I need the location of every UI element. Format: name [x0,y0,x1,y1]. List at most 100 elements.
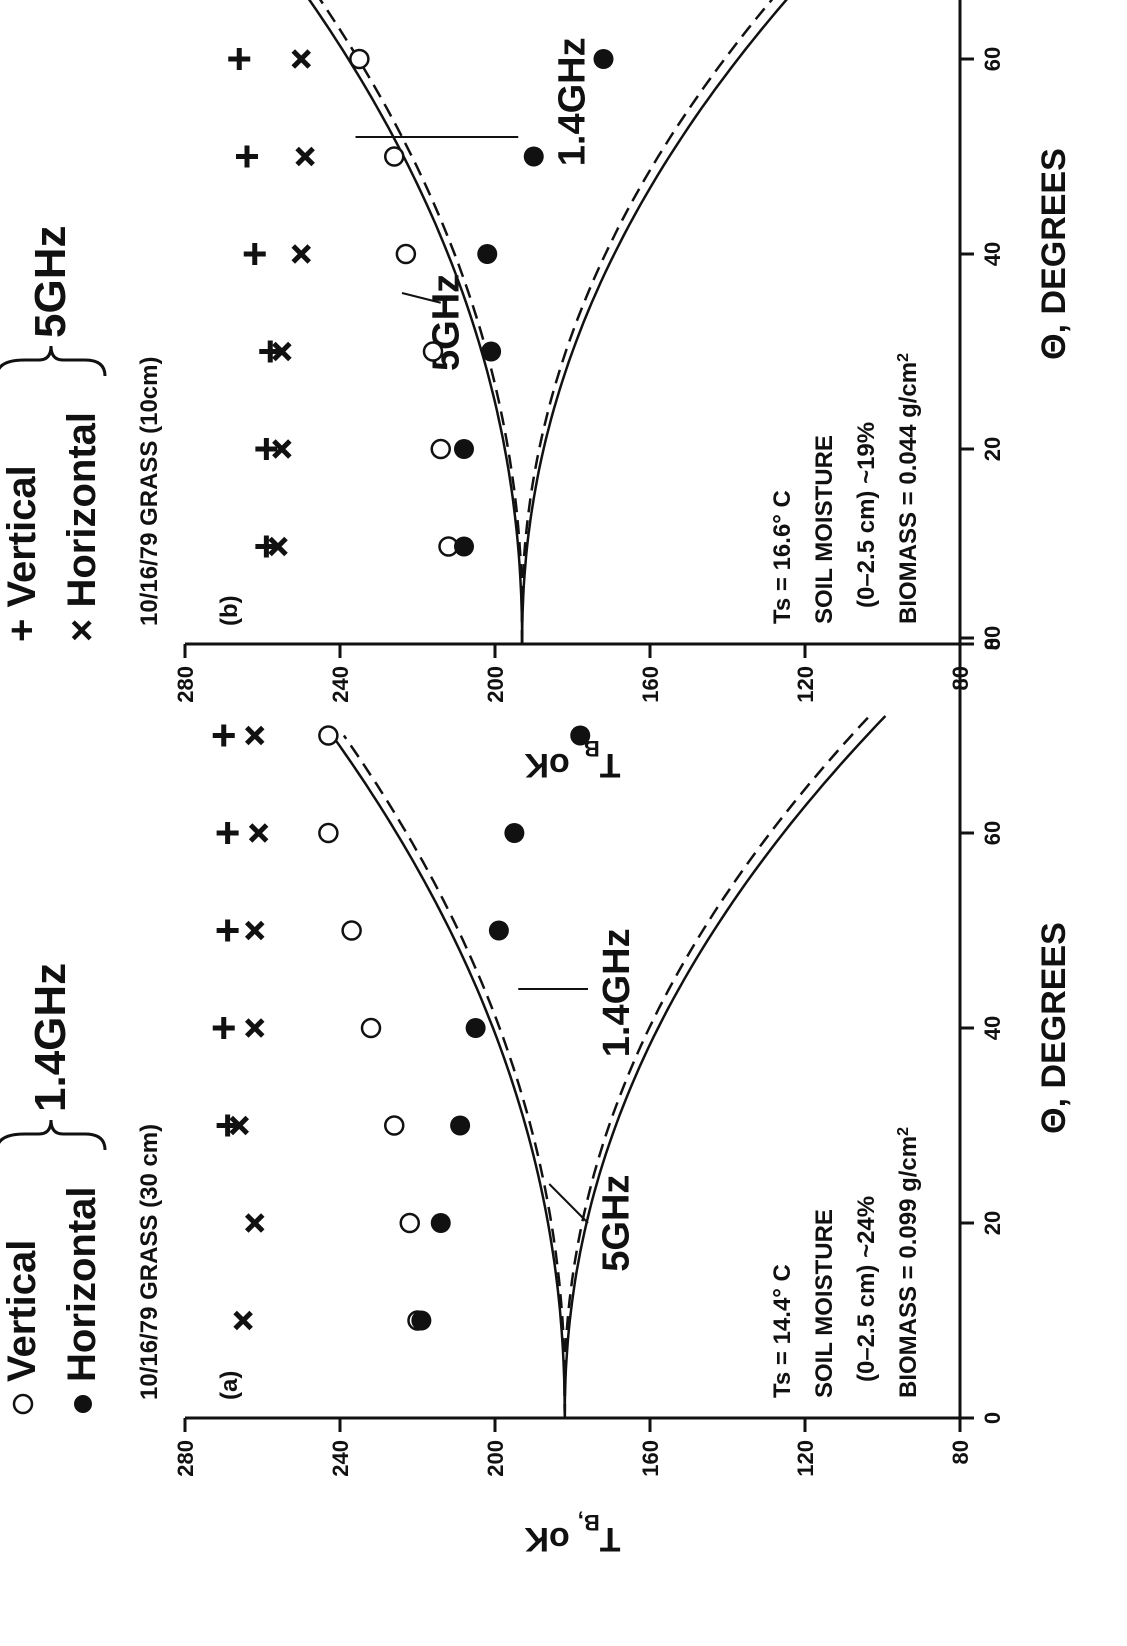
data-point-cross [244,1213,265,1233]
curve-label-1-4ghz: 1.4GHz [551,37,593,166]
x-tick-label: 40 [980,242,1005,266]
y-axis-title: TB, oK [524,737,621,785]
y-tick-label: 160 [638,666,663,703]
annotation-biomass-part: 2 [895,353,912,362]
annotation-biomass: BIOMASS = 0.099 g/cm2 [895,1127,923,1398]
data-point-plus [216,1114,239,1137]
y-tick-label: 160 [638,1440,663,1477]
legend-entry-horizontal: Horizontal [60,1186,104,1382]
x-tick-label: 80 [980,626,1005,650]
data-point-open-circle [318,822,339,844]
x-tick-label: 60 [980,47,1005,71]
legend-frequency: 1.4GHz [26,963,75,1112]
curve-label-5ghz: 5GHz [595,1175,637,1272]
legend-entry-horizontal: × Horizontal [60,412,104,642]
data-point-filled-circle [570,725,591,746]
y-axis-title-unit: oK [524,746,570,784]
data-point-cross [295,146,315,167]
data-point-cross [244,725,265,746]
annotation-soil-value: (0–2.5 cm) ~24% [853,1196,880,1382]
y-axis-title-main: T [600,1520,621,1558]
legend-entry-vertical: Vertical [0,1240,44,1382]
data-point-cross [229,1115,250,1136]
data-point-open-circle [360,1017,382,1039]
annotation-biomass-part: BIOMASS = 0.044 g/cm [895,362,922,624]
data-point-filled-circle [411,1310,432,1331]
data-point-cross [233,1310,253,1331]
y-axis-title: TB, oK [524,1511,621,1559]
annotation-biomass: BIOMASS = 0.044 g/cm2 [895,353,923,624]
annotation-soil-label: SOIL MOISTURE [811,1209,838,1398]
data-point-filled-circle [481,341,502,362]
x-tick-label: 60 [980,821,1005,845]
panel-title: 10/16/79 GRASS (10cm) [136,357,163,626]
data-point-filled-circle [430,1213,451,1233]
legend-entry-vertical: + Vertical [0,465,44,642]
model-curve-vertical-5ghz [342,734,567,1419]
legend-brace [0,1119,107,1151]
data-point-filled-circle [504,823,525,843]
data-point-filled-circle [454,536,474,557]
data-point-cross [248,823,269,843]
data-point-filled-circle [523,146,544,167]
annotation-soil-label: SOIL MOISTURE [811,435,838,624]
y-tick-label: 200 [483,666,508,703]
chart-panel-b: 80 120 160 200 240 280 0 20 40 60 80 Θ, DEGREES TB, o… [0,0,1073,784]
data-point-open-circle [430,438,451,460]
y-tick-label: 240 [328,1440,353,1477]
data-point-open-circle [422,341,444,362]
data-point-filled-circle [450,1115,471,1136]
curve-label-1-4ghz: 1.4GHz [596,928,638,1057]
y-tick-label: 120 [793,666,818,703]
x-axis-title: Θ, DEGREES [1035,148,1073,360]
legend-frequency: 5GHz [26,226,75,338]
annotation-biomass-part: 2 [895,1127,912,1136]
y-tick-label: 80 [948,1440,973,1464]
data-point-cross [272,341,292,362]
data-point-cross [291,244,312,264]
data-point-plus [236,145,258,168]
data-point-plus [228,48,251,70]
legend-brace [0,345,107,377]
data-point-cross [291,49,312,69]
x-tick-label: 40 [980,1016,1005,1040]
model-curve-vertical-1-4ghz [280,0,524,644]
data-point-filled-circle [465,1018,486,1038]
panel-title: 10/16/79 GRASS (30 cm) [136,1124,163,1400]
annotation-biomass-part: BIOMASS = 0.099 g/cm [895,1136,922,1398]
data-point-plus [255,438,278,460]
annotation-soil-value: (0–2.5 cm) ~19% [853,422,880,608]
data-point-cross [268,536,288,557]
y-tick-label: 120 [793,1440,818,1477]
legend-marker-open-circle [12,1393,34,1415]
y-tick-label: 280 [173,666,198,703]
data-point-open-circle [318,725,339,746]
data-point-open-circle [384,1115,405,1136]
x-tick-label: 20 [980,1211,1005,1235]
data-point-plus [243,243,266,265]
data-point-plus [212,724,235,747]
data-point-plus [212,1017,235,1039]
y-axis-title-main: T [600,746,621,784]
legend-marker-filled-circle [74,1395,92,1413]
data-point-cross [244,920,265,941]
data-point-filled-circle [477,244,498,264]
x-tick-label: 0 [980,638,1005,650]
model-curve-horizontal-5ghz [563,715,871,1419]
panel-label: (a) [216,1371,243,1400]
data-point-cross [244,1018,265,1038]
y-tick-label: 280 [173,1440,198,1477]
model-curve-horizontal-1-4ghz [520,0,840,645]
model-curve-horizontal-1-4ghz [563,715,887,1418]
data-point-open-circle [349,48,370,70]
data-point-plus [216,822,239,844]
x-tick-label: 0 [980,1412,1005,1424]
curve-leader-5ghz [401,292,441,304]
data-point-plus [259,340,282,363]
data-point-filled-circle [593,49,614,69]
data-point-open-circle [399,1212,420,1234]
panel-label: (b) [216,595,243,626]
